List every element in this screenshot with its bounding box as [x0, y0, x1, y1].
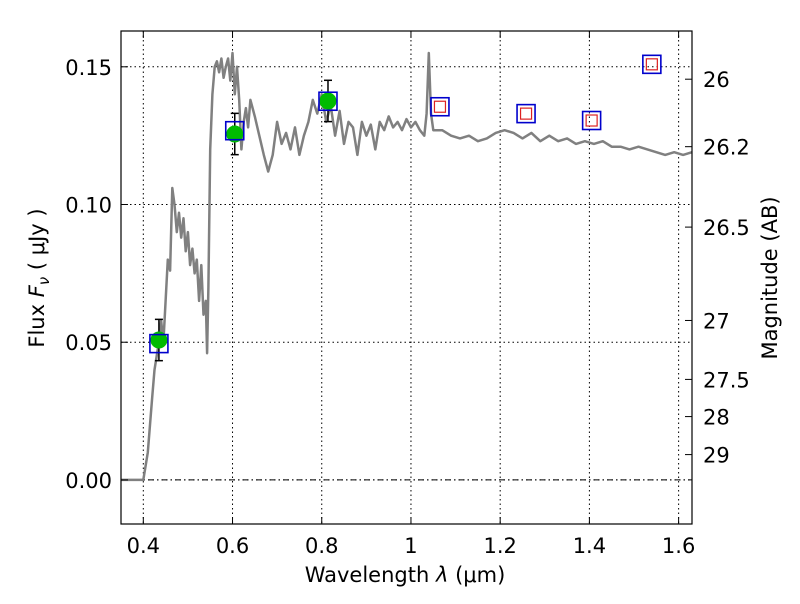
- model-box-4: [516, 103, 536, 124]
- y-tick-label-2: 0.10: [65, 194, 112, 218]
- upper-limit-box-0: [433, 100, 447, 113]
- y-axis-label: Flux Fν ( μJy ): [25, 208, 53, 347]
- plot-frame: [120, 30, 693, 525]
- x-axis-label-prefix: Wavelength: [305, 563, 436, 587]
- y2-tick-label-1: 26.2: [703, 136, 750, 160]
- y-axis-label-symbol: F: [25, 284, 49, 297]
- x-tick-label-2: 0.8: [305, 534, 338, 558]
- x-axis-label-symbol: λ: [435, 563, 448, 587]
- y-axis-label-subscript: ν: [35, 277, 53, 285]
- x-tick-label-1: 0.6: [216, 534, 249, 558]
- model-sed-layer: [121, 51, 693, 482]
- model-sed-line: [121, 51, 693, 482]
- y-tick-label-0: 0.00: [65, 469, 112, 493]
- y-axis-label-prefix: Flux: [25, 297, 49, 347]
- upper-limit-box-3: [645, 58, 658, 71]
- x-tick-label-4: 1.2: [483, 534, 516, 558]
- observed-point-2: [319, 92, 337, 110]
- y-axis-label-unit: ( μJy ): [25, 208, 49, 276]
- y2-tick-label-2: 26.5: [703, 216, 750, 240]
- model-box-6: [642, 54, 662, 75]
- model-box-3: [430, 96, 450, 117]
- y2-axis-label: Magnitude (AB): [758, 196, 782, 359]
- tick-layer: 0.4 0.6 0.8 1 1.2 1.4 1.6 0.00 0.05 0.10 0.15 26 26.…: [65, 31, 750, 558]
- model-box-0: [149, 333, 169, 354]
- upper-limit-box-2: [585, 114, 598, 127]
- model-box-1: [224, 120, 245, 141]
- x-tick-label-0: 0.4: [127, 534, 160, 558]
- x-tick-label-6: 1.6: [662, 534, 695, 558]
- observed-point-0: [150, 331, 168, 349]
- observed-point-1: [226, 125, 244, 143]
- model-box-layer: [149, 54, 662, 354]
- y2-tick-label-0: 26: [703, 68, 730, 92]
- y-tick-label-1: 0.05: [65, 331, 112, 355]
- model-box-2: [318, 91, 338, 112]
- x-tick-label-5: 1.4: [573, 534, 606, 558]
- x-axis-label-unit: (μm): [448, 563, 505, 587]
- y-tick-label-3: 0.15: [65, 56, 112, 80]
- y2-tick-label-6: 29: [703, 444, 730, 468]
- model-box-5: [581, 110, 602, 131]
- y2-tick-label-3: 27: [703, 309, 730, 333]
- y2-tick-label-4: 27.5: [703, 368, 750, 392]
- plot-frame-layer: [120, 30, 693, 525]
- y2-tick-label-5: 28: [703, 406, 730, 430]
- upper-limit-box-1: [519, 107, 533, 120]
- grid-layer: [121, 31, 692, 524]
- x-tick-label-3: 1: [404, 534, 417, 558]
- x-axis-label: Wavelength λ (μm): [305, 563, 506, 587]
